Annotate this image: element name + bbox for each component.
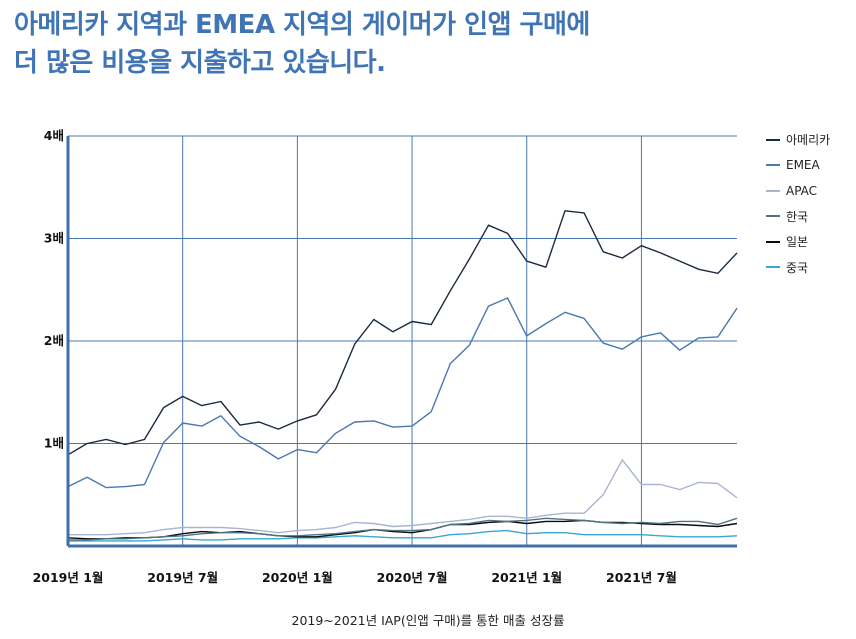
y-tick-label: 2배 [44, 333, 64, 348]
series-line-4 [68, 517, 738, 541]
y-tick-label: 4배 [44, 128, 64, 143]
series-line-5 [67, 519, 738, 540]
legend-swatch [766, 164, 780, 167]
series-line-6 [68, 529, 738, 542]
legend-swatch [766, 138, 780, 141]
y-tick-label: 3배 [44, 231, 64, 246]
grid-lines [67, 135, 737, 546]
legend-swatch [766, 240, 780, 243]
y-tick-label: 1배 [44, 436, 64, 451]
legend-item: 일본 [766, 229, 852, 255]
legend-swatch [766, 189, 780, 192]
x-tick-label: 2021년 7월 [606, 570, 677, 585]
x-tick-label: 2021년 1월 [491, 570, 562, 585]
chart-caption: 2019~2021년 IAP(인앱 구매)를 통한 매출 성장률 [291, 613, 565, 628]
axes [66, 136, 737, 548]
legend-label: 중국 [786, 260, 809, 275]
legend-swatch [766, 266, 780, 269]
legend-item: 한국 [766, 204, 852, 230]
legend-label: 아메리카 [786, 133, 831, 148]
legend-label: 한국 [786, 209, 809, 224]
legend-swatch [766, 215, 780, 218]
x-tick-label: 2019년 7월 [147, 570, 218, 585]
x-tick-label: 2019년 1월 [33, 570, 104, 585]
legend-item: APAC [766, 178, 852, 204]
legend-item: EMEA [766, 153, 852, 179]
legend-label: 일본 [786, 235, 809, 250]
tick-labels: 1배 2배 3배 4배 2019년 1월 2019년 7월 2020년 1월 2020년 7월… [33, 128, 677, 585]
x-tick-label: 2020년 1월 [262, 570, 333, 585]
series-lines [67, 210, 738, 542]
legend-item: 아메리카 [766, 127, 852, 153]
chart-title-line-1: 아메리카 지역과 EMEA 지역의 게이머가 인앱 구매에 [14, 10, 590, 40]
x-tick-label: 2020년 7월 [377, 570, 448, 585]
series-line-1 [67, 210, 738, 456]
chart-title: 아메리카 지역과 EMEA 지역의 게이머가 인앱 구매에 더 많은 비용을 지… [14, 6, 774, 82]
legend-item: 중국 [766, 255, 852, 281]
legend-label: EMEA [786, 158, 820, 173]
chart-title-line-2: 더 많은 비용을 지출하고 있습니다. [14, 48, 386, 78]
series-line-3 [68, 459, 738, 536]
legend-label: APAC [786, 183, 818, 198]
series-line-2 [67, 297, 738, 489]
